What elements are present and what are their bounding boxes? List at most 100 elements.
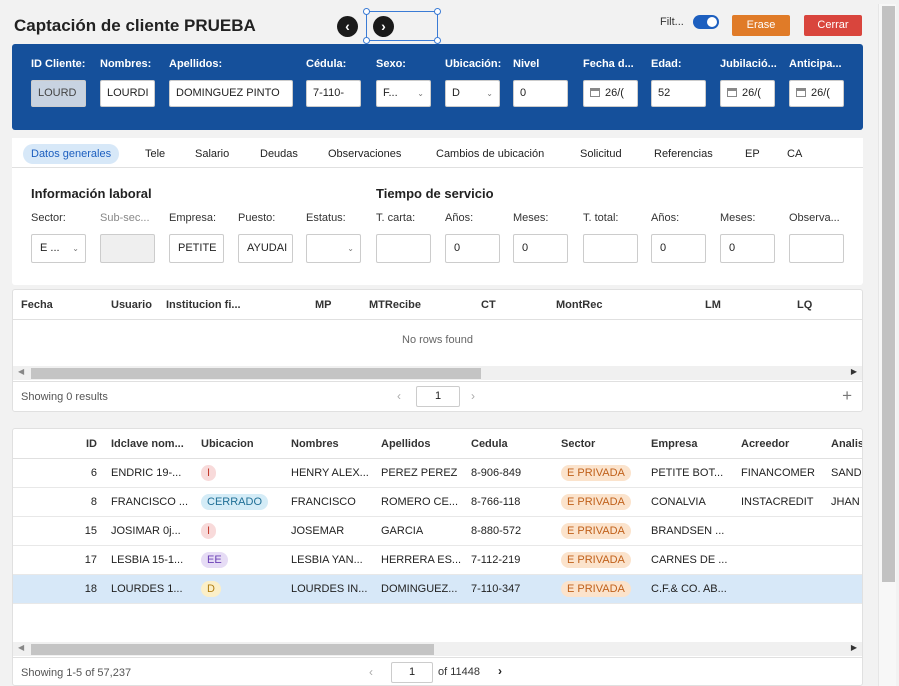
selection-box[interactable] [363,8,441,44]
resize-handle[interactable] [434,8,441,15]
scroll-thumb[interactable] [31,644,434,655]
horizontal-scrollbar[interactable]: ◀ ▶ [13,366,862,380]
scroll-right-icon[interactable]: ▶ [850,643,857,652]
scroll-thumb[interactable] [882,6,895,582]
t-carta-field[interactable] [376,234,431,263]
empresa-field[interactable]: PETITE [169,234,224,263]
meses-total-field[interactable]: 0 [720,234,775,263]
edad-field[interactable]: 52 [651,80,706,107]
tab-tele[interactable]: Tele [145,148,166,160]
resize-handle[interactable] [434,37,441,44]
col-empresa[interactable]: Empresa [651,438,698,450]
col-mtrecibe[interactable]: MTRecibe [369,299,421,311]
col-analis[interactable]: Analis [831,438,863,450]
apellidos-field[interactable]: DOMINGUEZ PINTO [169,80,293,107]
cell-apellidos: DOMINGUEZ... [381,583,458,595]
estatus-select[interactable]: ⌄ [306,234,361,263]
col-fecha[interactable]: Fecha [21,299,53,311]
puesto-field[interactable]: AYUDAI [238,234,293,263]
col-ct[interactable]: CT [481,299,496,311]
col-nombres[interactable]: Nombres [291,438,339,450]
chevron-left-icon[interactable]: ‹ [397,389,401,403]
close-button[interactable]: Cerrar [804,15,862,36]
page-input[interactable]: 1 [416,386,460,407]
tab-cambios-ubicacion[interactable]: Cambios de ubicación [436,148,545,160]
id-cliente-field[interactable]: LOURD [31,80,86,107]
col-cedula[interactable]: Cedula [471,438,508,450]
clients-grid: ID Idclave nom... Ubicacion Nombres Apel… [12,428,863,686]
table-row-selected[interactable]: 18 LOURDES 1... D LOURDES IN... DOMINGUE… [13,575,862,604]
tab-solicitud[interactable]: Solicitud [580,148,622,160]
table-row[interactable]: 15 JOSIMAR 0j... I JOSEMAR GARCIA 8-880-… [13,517,862,546]
scroll-thumb[interactable] [31,368,481,379]
tab-deudas[interactable]: Deudas [260,148,298,160]
table-row[interactable]: 17 LESBIA 15-1... EE LESBIA YAN... HERRE… [13,546,862,575]
add-icon[interactable]: + [842,386,852,405]
history-grid: Fecha Usuario Institucion fi... MP MTRec… [12,289,863,412]
chevron-right-icon[interactable]: › [471,389,475,403]
estatus-label: Estatus: [306,212,346,224]
sexo-select[interactable]: F... ⌄ [376,80,431,107]
cell-empresa: C.F.& CO. AB... [651,583,727,595]
prev-record-button[interactable]: ‹ [337,16,358,37]
col-lq[interactable]: LQ [797,299,813,311]
cell-apellidos: PEREZ PEREZ [381,467,458,479]
cedula-field[interactable]: 7-110- [306,80,361,107]
jubilacion-field[interactable]: 26/( [720,80,775,107]
tab-datos-generales[interactable]: Datos generales [23,144,120,164]
col-sector[interactable]: Sector [561,438,596,450]
subsector-label: Sub-sec... [100,212,150,224]
col-lm[interactable]: LM [705,299,721,311]
cell-nombres: HENRY ALEX... [291,467,369,479]
tab-salario[interactable]: Salario [195,148,230,160]
cell-empresa: PETITE BOT... [651,467,724,479]
col-id[interactable]: ID [86,438,97,450]
meses-field[interactable]: 0 [513,234,568,263]
table-row[interactable]: 8 FRANCISCO ... CERRADO FRANCISCO ROMERO… [13,488,862,517]
filter-toggle[interactable] [693,15,719,29]
vertical-scrollbar[interactable] [878,4,896,686]
sector-select[interactable]: E ... ⌄ [31,234,86,263]
col-mp[interactable]: MP [315,299,332,311]
tab-referencias[interactable]: Referencias [654,148,713,160]
cell-nombres: LESBIA YAN... [291,554,363,566]
cell-analis: SAND [831,467,862,479]
nivel-field[interactable]: 0 [513,80,568,107]
ubicacion-select[interactable]: D ⌄ [445,80,500,107]
resize-handle[interactable] [363,37,370,44]
col-usuario[interactable]: Usuario [111,299,152,311]
cell-cedula: 7-112-219 [471,554,521,566]
erase-button[interactable]: Erase [732,15,790,36]
tab-ep[interactable]: EP [745,148,760,160]
anios-field[interactable]: 0 [445,234,500,263]
col-montrec[interactable]: MontRec [556,299,603,311]
anios-total-field[interactable]: 0 [651,234,706,263]
chevron-right-icon[interactable]: › [498,664,502,678]
col-apellidos[interactable]: Apellidos [381,438,431,450]
col-institucion[interactable]: Institucion fi... [166,299,241,311]
horizontal-scrollbar[interactable]: ◀ ▶ [13,642,862,656]
cell-id: 6 [90,467,97,479]
page-input[interactable]: 1 [391,662,433,683]
ubicacion-badge: I [201,465,217,481]
resize-handle[interactable] [363,8,370,15]
anticipa-field[interactable]: 26/( [789,80,844,107]
cell-apellidos: HERRERA ES... [381,554,462,566]
fecha-field[interactable]: 26/( [583,80,638,107]
col-idclave[interactable]: Idclave nom... [111,438,184,450]
tab-observaciones[interactable]: Observaciones [328,148,402,160]
col-acreedor[interactable]: Acreedor [741,438,790,450]
ubicacion-badge: EE [201,552,228,568]
chevron-left-icon[interactable]: ‹ [369,665,373,679]
table-row[interactable]: 6 ENDRIC 19-... I HENRY ALEX... PEREZ PE… [13,459,862,488]
t-total-field[interactable] [583,234,638,263]
scroll-right-icon[interactable]: ▶ [850,367,857,376]
tab-ca[interactable]: CA [787,148,803,160]
scroll-left-icon[interactable]: ◀ [18,367,25,376]
col-ubicacion[interactable]: Ubicacion [201,438,254,450]
nombres-field[interactable]: LOURDI [100,80,155,107]
next-record-button[interactable]: › [373,16,394,37]
calendar-icon [796,88,806,97]
observaciones-field[interactable] [789,234,844,263]
scroll-left-icon[interactable]: ◀ [18,643,25,652]
